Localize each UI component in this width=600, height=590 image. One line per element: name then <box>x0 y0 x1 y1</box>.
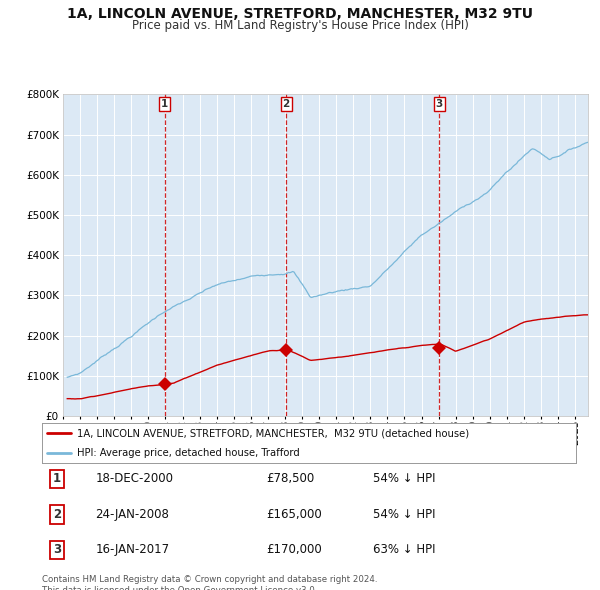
Text: 2: 2 <box>53 508 61 521</box>
Text: 16-JAN-2017: 16-JAN-2017 <box>95 543 170 556</box>
Text: £170,000: £170,000 <box>266 543 322 556</box>
Text: 54% ↓ HPI: 54% ↓ HPI <box>373 473 436 486</box>
Text: Price paid vs. HM Land Registry's House Price Index (HPI): Price paid vs. HM Land Registry's House … <box>131 19 469 32</box>
Text: 1: 1 <box>53 473 61 486</box>
Text: HPI: Average price, detached house, Trafford: HPI: Average price, detached house, Traf… <box>77 448 299 458</box>
Text: 1A, LINCOLN AVENUE, STRETFORD, MANCHESTER, M32 9TU: 1A, LINCOLN AVENUE, STRETFORD, MANCHESTE… <box>67 7 533 21</box>
Text: 3: 3 <box>53 543 61 556</box>
Text: 1: 1 <box>161 99 169 109</box>
Text: 18-DEC-2000: 18-DEC-2000 <box>95 473 173 486</box>
Text: 3: 3 <box>436 99 443 109</box>
Text: 24-JAN-2008: 24-JAN-2008 <box>95 508 169 521</box>
Text: 2: 2 <box>283 99 290 109</box>
Text: 63% ↓ HPI: 63% ↓ HPI <box>373 543 436 556</box>
Text: 1A, LINCOLN AVENUE, STRETFORD, MANCHESTER,  M32 9TU (detached house): 1A, LINCOLN AVENUE, STRETFORD, MANCHESTE… <box>77 428 469 438</box>
Text: Contains HM Land Registry data © Crown copyright and database right 2024.
This d: Contains HM Land Registry data © Crown c… <box>42 575 377 590</box>
Text: £165,000: £165,000 <box>266 508 322 521</box>
Text: 54% ↓ HPI: 54% ↓ HPI <box>373 508 436 521</box>
Text: £78,500: £78,500 <box>266 473 314 486</box>
